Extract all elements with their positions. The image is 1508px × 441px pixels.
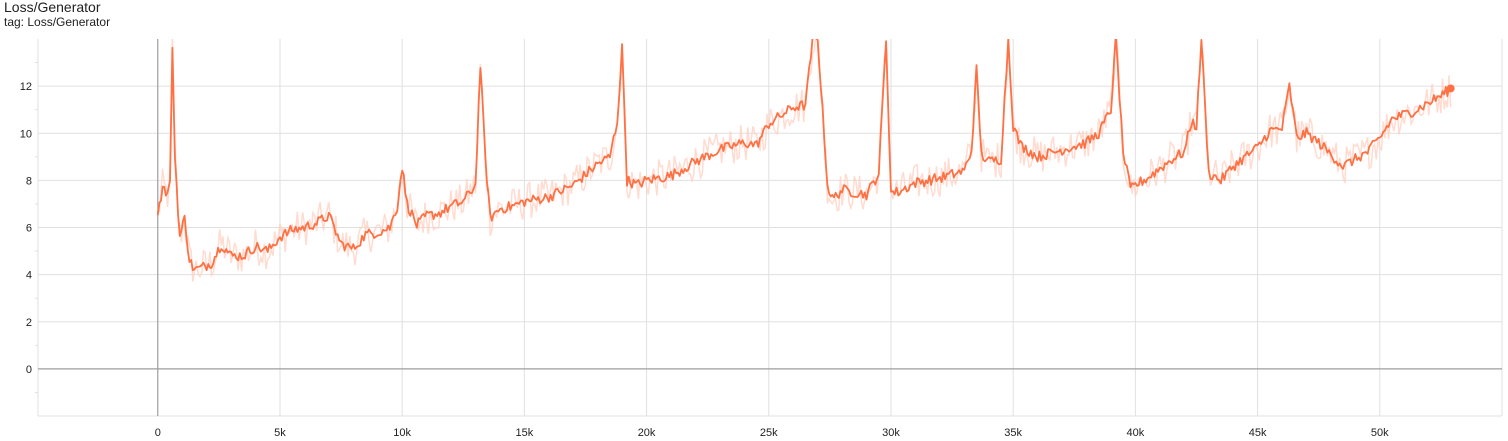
smoothed-series-layer (156, 39, 1455, 272)
y-tick-label: 2 (26, 317, 32, 329)
x-tick-label: 50k (1371, 427, 1389, 439)
x-tick-label: 20k (638, 427, 656, 439)
x-tick-label: 10k (393, 427, 411, 439)
y-tick-label: 12 (20, 81, 32, 93)
chart-card-header: Loss/Generator tag: Loss/Generator (4, 0, 110, 29)
x-tick-label: 35k (1004, 427, 1022, 439)
raw-series-line (157, 39, 1452, 282)
y-tick-label: 0 (26, 364, 32, 376)
y-tick-label: 6 (26, 223, 32, 235)
tick-label-layer: 0 2 4 6 8 10 12 0 5k 10k 15k 20k 25k 30k 35k 40k 45k 50k (20, 81, 1389, 439)
smoothed-series-line (156, 39, 1452, 272)
x-tick-label: 15k (515, 427, 533, 439)
x-tick-label: 25k (760, 427, 778, 439)
chart-tag-line: tag: Loss/Generator (4, 15, 111, 29)
x-tick-label: 5k (274, 427, 286, 439)
y-tick-label: 4 (26, 270, 32, 282)
y-tick-label: 8 (26, 175, 32, 187)
grid-layer (35, 39, 1503, 417)
x-tick-label: 40k (1127, 427, 1145, 439)
chart-title: Loss/Generator (4, 0, 101, 15)
axis-layer (38, 39, 1502, 416)
x-tick-label: 45k (1249, 427, 1267, 439)
raw-series-layer (157, 39, 1452, 282)
x-tick-label: 30k (882, 427, 900, 439)
series-endpoint-marker (1446, 84, 1455, 93)
y-tick-label: 10 (20, 128, 32, 140)
x-tick-label: 0 (155, 427, 161, 439)
